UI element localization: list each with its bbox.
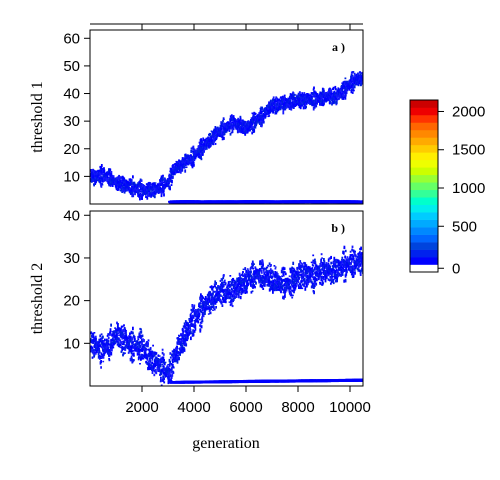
panel-frame <box>89 29 364 205</box>
colorbar-tick-label: 1000 <box>452 180 485 197</box>
colorbar-swatch <box>410 234 438 243</box>
y-tick-label: 50 <box>63 58 80 75</box>
y-tick-label: 20 <box>63 141 80 158</box>
colorbar-swatch <box>410 227 438 235</box>
density-band <box>90 71 363 204</box>
colorbar-swatch <box>410 189 438 198</box>
colorbar-swatch <box>410 182 438 191</box>
colorbar-swatch <box>410 197 438 205</box>
colorbar-swatch <box>410 114 438 123</box>
colorbar-swatch <box>410 167 438 176</box>
panel-2: 10 20 30 40 threshold 2 b ) <box>29 207 364 387</box>
colorbar-swatch <box>410 212 438 220</box>
colorbar: 0 500 1000 1500 2000 <box>409 99 485 277</box>
colorbar-tick-label: 0 <box>452 260 460 277</box>
colorbar-swatch <box>410 249 438 258</box>
colorbar-swatch <box>410 257 438 265</box>
colorbar-tick-label: 2000 <box>452 103 485 120</box>
panels: 10 20 30 40 50 60 threshold 1 a ) 10 20 30 40 thresh… <box>29 29 364 387</box>
x-axis: 2000 4000 6000 8000 10000 <box>90 23 371 416</box>
colorbar-swatch <box>410 122 438 131</box>
density-band <box>90 245 363 386</box>
x-axis-title: generation <box>192 435 260 452</box>
y-axis-title: threshold 1 <box>29 81 46 153</box>
colorbar-swatch <box>410 152 438 161</box>
colorbar-swatch <box>410 144 438 153</box>
y-tick-label: 60 <box>63 30 80 47</box>
panel-1: 10 20 30 40 50 60 threshold 1 a ) <box>29 29 364 205</box>
colorbar-swatch <box>410 107 438 116</box>
y-tick-label: 20 <box>63 293 80 310</box>
x-tick-label: 10000 <box>329 399 371 416</box>
y-tick-label: 10 <box>63 168 80 185</box>
colorbar-tick-label: 1500 <box>452 142 485 159</box>
panel-frame <box>89 210 364 387</box>
x-tick-label: 4000 <box>177 399 210 416</box>
colorbar-swatch <box>410 219 438 228</box>
x-tick-label: 8000 <box>281 399 314 416</box>
colorbar-swatch <box>410 264 438 273</box>
panel-tag: b ) <box>331 221 345 235</box>
panel-tag: a ) <box>332 40 345 54</box>
colorbar-swatch <box>410 174 438 183</box>
colorbar-swatch <box>410 159 438 168</box>
colorbar-swatch <box>410 204 438 213</box>
y-tick-label: 30 <box>63 113 80 130</box>
colorbar-frame <box>409 99 439 273</box>
y-tick-label: 40 <box>63 207 80 224</box>
y-axis-title: threshold 2 <box>29 263 46 335</box>
colorbar-swatch <box>410 100 438 108</box>
x-tick-label: 6000 <box>229 399 262 416</box>
x-tick-label: 2000 <box>125 399 158 416</box>
colorbar-tick-label: 500 <box>452 218 477 235</box>
colorbar-swatch <box>410 242 438 250</box>
colorbar-swatch <box>410 129 438 138</box>
y-tick-label: 30 <box>63 250 80 267</box>
y-tick-label: 40 <box>63 86 80 103</box>
y-tick-label: 10 <box>63 335 80 352</box>
colorbar-swatch <box>410 137 438 146</box>
